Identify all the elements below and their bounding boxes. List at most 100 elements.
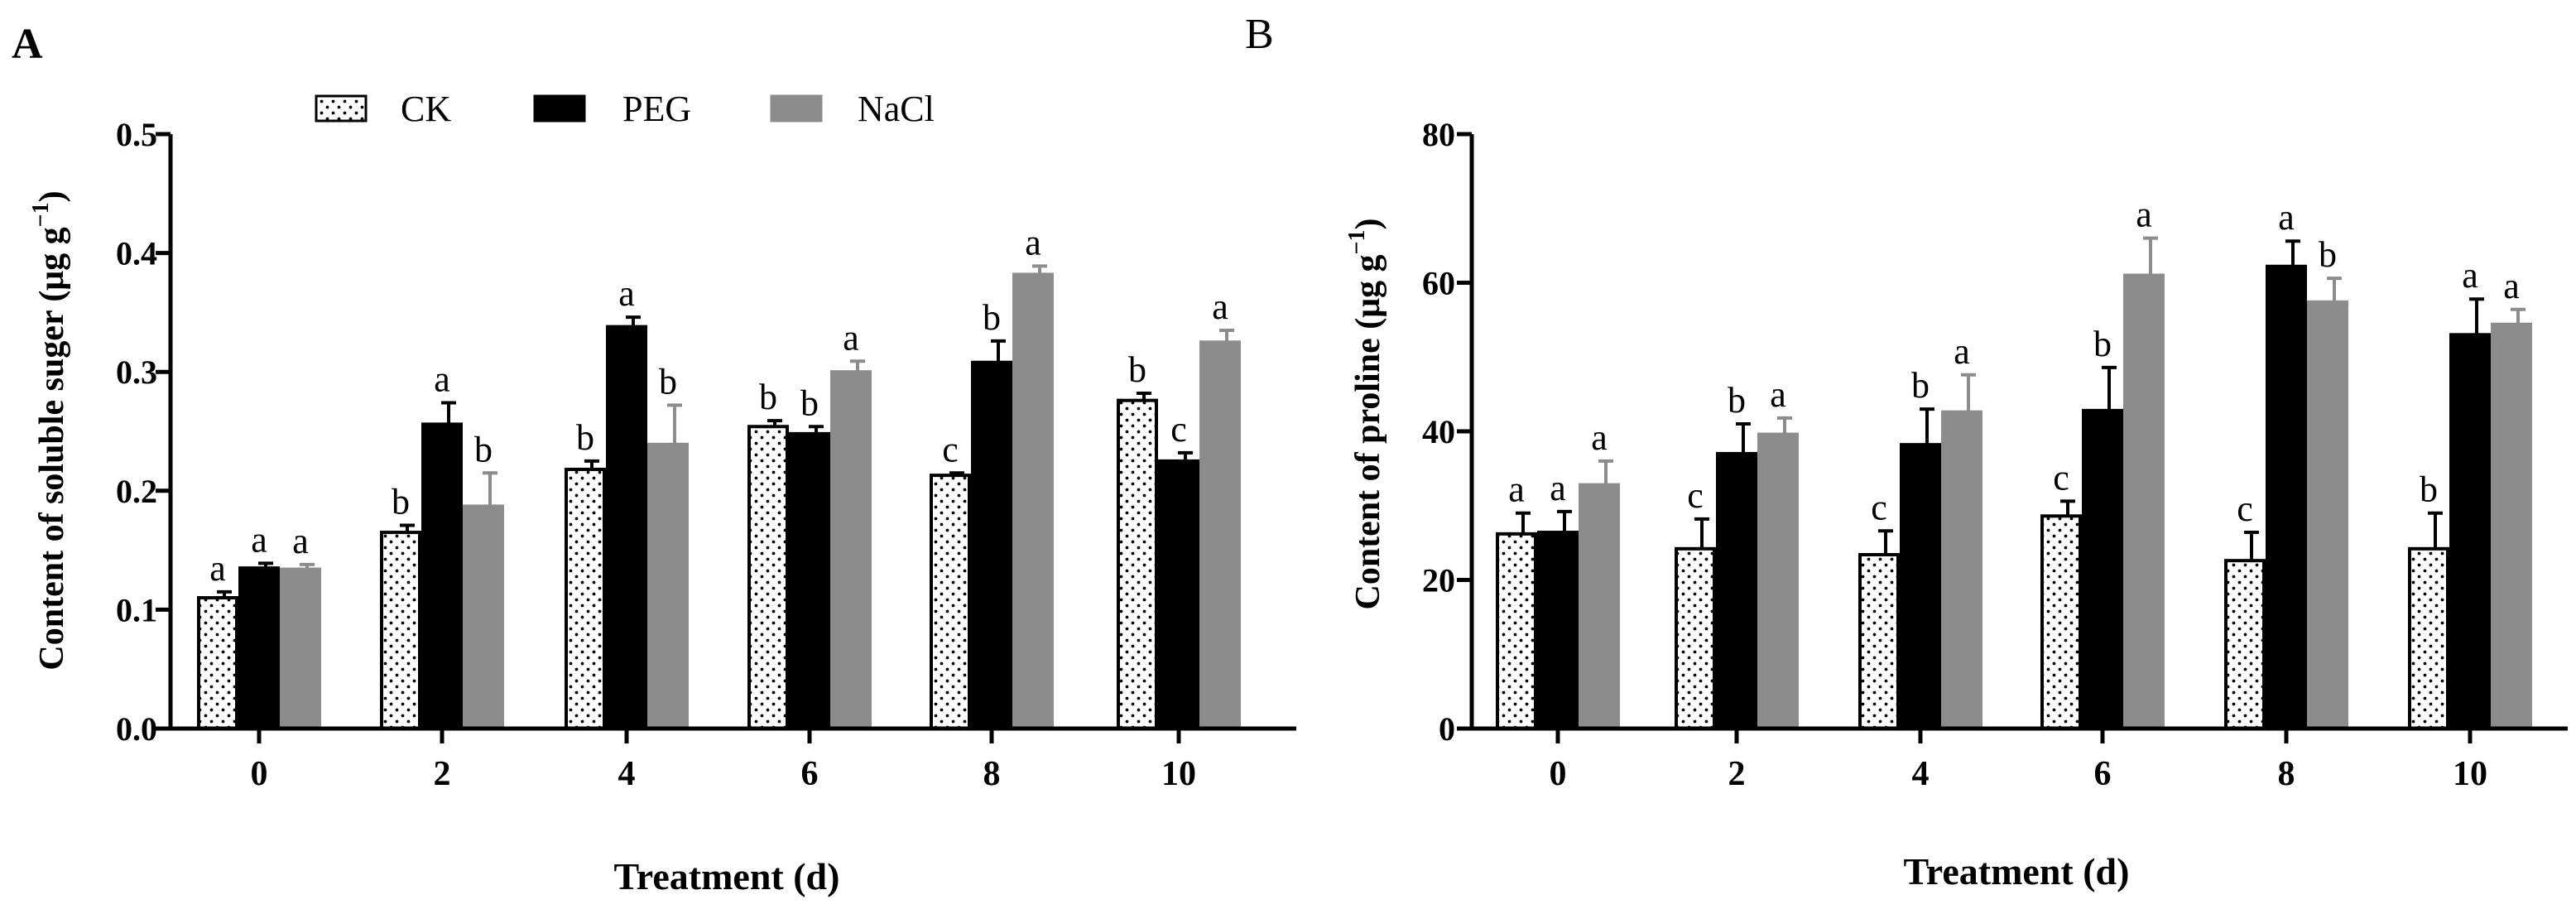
panel-b-bar-peg-day-0 xyxy=(1537,531,1579,730)
panel-a-x-tick-label: 4 xyxy=(618,755,636,793)
panel-a-bar-ck-day-8 xyxy=(930,474,971,731)
panel-a-bar-ck-day-6 xyxy=(747,425,789,730)
panel-b-x-tick-label: 0 xyxy=(1550,755,1567,793)
panel-b-significance-letter: c xyxy=(2053,457,2069,498)
panel-a-x-tick-label: 0 xyxy=(251,755,268,793)
panel-a-x-tick-label: 2 xyxy=(434,755,451,793)
panel-b-x-tick-label: 6 xyxy=(2094,755,2112,793)
panel-a-bar-ck-day-0 xyxy=(197,596,238,730)
panel-b-bar-nacl-day-10 xyxy=(2491,322,2532,730)
panel-b-significance-letter: a xyxy=(1770,374,1786,415)
panel-b-significance-letter: a xyxy=(1591,417,1608,458)
panel-a-x-tick-labels: 0 2 4 6 8 10 xyxy=(251,755,1197,793)
panel-b-bar-nacl-day-0 xyxy=(1579,483,1620,730)
panel-a-bar-peg-day-2 xyxy=(421,422,463,730)
panel-a-y-tick-label: 0.0 xyxy=(116,710,157,748)
panel-b-bar-ck-day-2 xyxy=(1675,546,1716,730)
panel-b-significance-letter: b xyxy=(2420,469,2438,510)
panel-b-bar-ck-day-10 xyxy=(2408,546,2449,730)
panel-a-significance-letter: b xyxy=(474,429,493,469)
panel-a-y-tick-label: 0.5 xyxy=(116,116,157,153)
legend-label-ck: CK xyxy=(401,89,451,129)
panel-b-x-tick-label: 10 xyxy=(2453,755,2487,793)
panel-a-y-tick-label: 0.3 xyxy=(116,354,157,391)
panel-a-bar-peg-day-10 xyxy=(1158,459,1199,731)
panel-b-bar-nacl-day-8 xyxy=(2307,300,2348,730)
panel-b-x-tick-label: 4 xyxy=(1912,755,1930,793)
panel-b-y-axis-title: Content of proline (μg g−1) xyxy=(1344,219,1387,610)
panel-b-significance-letter: a xyxy=(2136,195,2152,235)
panel-a-significance-letter: a xyxy=(1212,286,1228,327)
panel-a-bar-peg-day-4 xyxy=(606,325,647,730)
panel-a-y-tick-label: 0.4 xyxy=(116,235,157,272)
panel-a-bar-ck-day-10 xyxy=(1117,398,1158,730)
panel-a-significance-letter: b xyxy=(1128,349,1146,390)
panel-a-bar-ck-day-4 xyxy=(565,467,606,731)
panel-b-bar-ck-day-0 xyxy=(1496,532,1537,730)
legend: CK PEG NaCl xyxy=(315,89,935,129)
panel-a-bar-nacl-day-2 xyxy=(463,504,504,731)
panel-a-significance-letter: c xyxy=(1170,409,1187,450)
panel-a-significance-letter: b xyxy=(759,377,777,417)
panel-b-bar-peg-day-2 xyxy=(1716,451,1757,730)
panel-b-y-tick-labels: 0 20 40 60 80 xyxy=(1422,116,1455,748)
panel-b-significance-letter: b xyxy=(1728,380,1746,421)
panel-a-significance-letter: b xyxy=(983,297,1001,338)
panel-a-significance-letter: b xyxy=(800,382,819,423)
panel-a-significance-letter: a xyxy=(251,519,267,560)
panel-b-significance-letter: b xyxy=(1911,365,1930,406)
panel-a-y-tick-label: 0.2 xyxy=(116,473,157,510)
panel-b-letter: B xyxy=(1245,11,1274,58)
panel-a-significance-letter: c xyxy=(942,429,959,469)
legend-label-nacl: NaCl xyxy=(858,89,935,129)
panel-b-bar-nacl-day-4 xyxy=(1941,410,1982,730)
panel-a-bar-nacl-day-0 xyxy=(280,567,321,730)
panel-b-bar-peg-day-10 xyxy=(2449,333,2491,730)
panel-b-x-tick-label: 2 xyxy=(1728,755,1746,793)
panel-a-bar-peg-day-6 xyxy=(789,431,830,730)
panel-b-significance-letter: a xyxy=(1508,469,1525,510)
panel-b-axes xyxy=(1457,132,2568,743)
panel-b-significance-letter: a xyxy=(1550,468,1566,508)
panel-b-y-tick-label: 60 xyxy=(1422,265,1455,302)
panel-a-x-axis-title: Treatment (d) xyxy=(614,855,840,897)
panel-b-significance-letter: a xyxy=(2503,266,2520,306)
panel-a-y-axis-title: Content of soluble suger (μg g−1) xyxy=(28,190,71,670)
panel-a-bar-peg-day-8 xyxy=(971,360,1012,730)
panel-b-y-tick-label: 80 xyxy=(1422,116,1455,153)
panel-b-bar-ck-day-6 xyxy=(2040,514,2082,730)
panel-a-bar-nacl-day-10 xyxy=(1199,340,1241,730)
panel-a-significance-letter: a xyxy=(434,359,450,400)
panel-a-significance-letter: a xyxy=(843,317,859,358)
panel-b-bar-ck-day-8 xyxy=(2224,559,2266,730)
panel-a-y-tick-label: 0.1 xyxy=(116,591,157,628)
panel-b-significance-letter: a xyxy=(2462,255,2478,296)
panel-b-significance-letter: b xyxy=(2319,234,2337,275)
panel-b-significance-letter: c xyxy=(2237,488,2253,529)
panel-b-significance-letter: c xyxy=(1871,487,1887,527)
panel-a-significance-letter: a xyxy=(1025,222,1041,262)
panel-a: A 0.00.10.20.30.40.5 abbbcbaaabbcabbaaa … xyxy=(12,21,1296,897)
panel-b-y-tick-label: 40 xyxy=(1422,413,1455,450)
panel-a-significance-letter: b xyxy=(392,481,410,522)
legend-label-peg: PEG xyxy=(622,89,691,129)
panel-b-bar-nacl-day-2 xyxy=(1757,432,1799,731)
panel-a-bar-ck-day-2 xyxy=(380,531,421,730)
panel-a-x-tick-label: 10 xyxy=(1161,755,1196,793)
panel-a-bar-nacl-day-6 xyxy=(830,370,872,730)
panel-b-y-tick-label: 0 xyxy=(1439,710,1455,748)
panel-b-bar-peg-day-8 xyxy=(2266,264,2307,730)
panel-b-x-axis-title: Treatment (d) xyxy=(1904,850,2130,892)
panel-a-significance-letter: b xyxy=(576,417,594,458)
panel-b-significance-letter: a xyxy=(2278,197,2295,238)
panel-a-bar-nacl-day-8 xyxy=(1012,272,1054,730)
panel-b-bar-peg-day-6 xyxy=(2082,408,2123,730)
panel-a-letter: A xyxy=(12,21,43,68)
panel-b-bar-nacl-day-6 xyxy=(2123,273,2165,730)
panel-b-bar-ck-day-4 xyxy=(1858,552,1900,730)
panel-a-bar-nacl-day-4 xyxy=(647,442,689,731)
panel-a-bar-peg-day-0 xyxy=(238,566,280,731)
